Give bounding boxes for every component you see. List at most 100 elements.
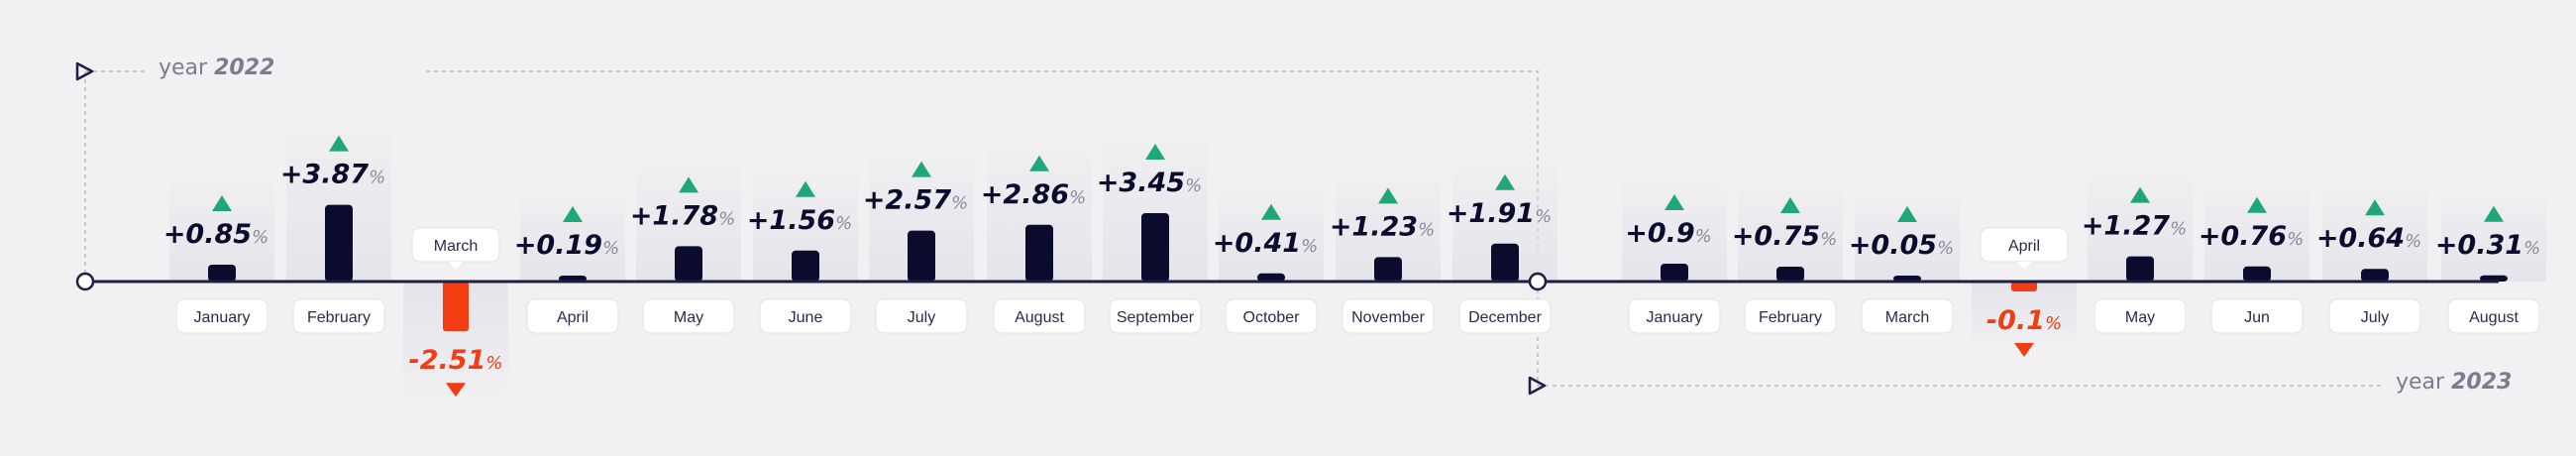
up-arrow-icon <box>329 135 349 152</box>
percent-sign: % <box>2287 229 2304 250</box>
month-label: August <box>2469 309 2519 326</box>
value-label: +3.45% <box>1097 168 1202 198</box>
month-pill <box>2210 298 2304 334</box>
bar <box>1257 273 1285 282</box>
month-label: July <box>2361 309 2389 326</box>
percent-sign: % <box>369 168 385 188</box>
month-label: March <box>1885 309 1929 326</box>
month-label: July <box>908 309 935 326</box>
month-label: February <box>307 309 371 326</box>
up-arrow-icon <box>912 161 931 177</box>
bar <box>675 246 702 282</box>
column-background <box>1738 172 1843 282</box>
year-2022-bracket <box>85 70 1539 282</box>
year-2022-start-marker <box>75 272 95 291</box>
month-pill <box>642 298 735 334</box>
month-label: August <box>1015 309 1064 326</box>
bar <box>325 204 353 282</box>
year-2022-value: 2022 <box>214 56 275 80</box>
month-label: June <box>789 309 823 326</box>
percent-sign: % <box>1418 219 1435 240</box>
down-arrow-icon <box>2014 343 2034 357</box>
month-label: December <box>1468 309 1542 326</box>
month-pill <box>175 298 268 334</box>
percent-sign: % <box>951 193 968 214</box>
bar <box>1661 264 1688 282</box>
year-2023-label: year 2023 <box>2396 370 2512 395</box>
up-arrow-icon <box>563 206 583 222</box>
bar <box>1025 224 1053 282</box>
down-arrow-icon <box>446 383 466 398</box>
value-label: +0.85% <box>163 219 268 250</box>
year-2022-prefix: year <box>159 56 208 80</box>
percent-sign: % <box>485 353 502 374</box>
value-label: +0.64% <box>2316 223 2421 254</box>
up-arrow-icon <box>679 176 698 193</box>
value-label: +1.27% <box>2082 211 2187 242</box>
up-arrow-icon <box>1261 203 1281 220</box>
month-pill <box>526 298 619 334</box>
month-pill <box>993 298 1086 334</box>
percent-sign: % <box>2045 313 2062 334</box>
month-pill <box>1109 298 1202 334</box>
bar-negative <box>443 282 469 332</box>
year-2022-label: year 2022 <box>159 56 274 80</box>
month-pill <box>1744 298 1837 334</box>
percent-sign: % <box>1069 187 1086 208</box>
up-arrow-icon <box>1897 206 1917 222</box>
bar <box>908 230 935 282</box>
percent-sign: % <box>1937 238 1954 259</box>
column-background <box>169 171 274 282</box>
percent-sign: % <box>252 227 268 248</box>
percent-sign: % <box>1535 206 1552 227</box>
month-pill-pointer <box>2017 262 2031 270</box>
month-label: April <box>557 309 589 326</box>
up-arrow-icon <box>2484 205 2504 222</box>
column-background <box>1972 282 2077 351</box>
value-label: +1.56% <box>747 205 852 236</box>
up-arrow-icon <box>2130 186 2150 203</box>
year-2023-play-icon <box>1528 376 1547 396</box>
month-pill-pointer <box>449 262 463 270</box>
percent-sign: % <box>602 238 619 259</box>
month-label: January <box>194 309 251 326</box>
month-label: Jun <box>2244 309 2270 326</box>
month-pill <box>1861 298 1954 334</box>
up-arrow-icon <box>2247 196 2267 213</box>
up-arrow-icon <box>1145 144 1165 160</box>
bar <box>2126 256 2154 282</box>
up-arrow-icon <box>1378 187 1398 204</box>
value-label: +0.31% <box>2435 230 2540 261</box>
month-label: May <box>2125 309 2155 326</box>
percent-sign: % <box>1695 226 1712 247</box>
percent-sign: % <box>835 213 852 234</box>
year-2022-play-icon <box>75 61 94 81</box>
bar <box>1491 243 1519 282</box>
year-2023-start-marker <box>1528 272 1548 291</box>
value-label: +1.78% <box>630 200 735 231</box>
month-label: May <box>674 309 703 326</box>
bar <box>2480 275 2508 282</box>
month-label: September <box>1117 309 1195 326</box>
month-pill <box>2093 298 2187 334</box>
value-label: +0.41% <box>1213 228 1318 259</box>
up-arrow-icon <box>212 195 232 211</box>
value-label: +0.19% <box>514 230 619 261</box>
month-pill <box>292 298 385 334</box>
month-label: November <box>1351 309 1425 326</box>
up-arrow-icon <box>1664 194 1684 210</box>
value-label: +2.86% <box>981 179 1086 210</box>
percent-sign: % <box>1185 175 1202 196</box>
month-label: October <box>1243 309 1301 326</box>
bar <box>208 265 236 282</box>
month-pill <box>1225 298 1318 334</box>
up-arrow-icon <box>796 180 815 197</box>
month-label: March <box>434 238 478 255</box>
value-label: +0.05% <box>1849 230 1954 261</box>
column-background <box>1622 170 1727 282</box>
month-label: April <box>2008 238 2040 255</box>
column-background <box>1855 181 1960 282</box>
value-label: +0.76% <box>2199 221 2304 252</box>
